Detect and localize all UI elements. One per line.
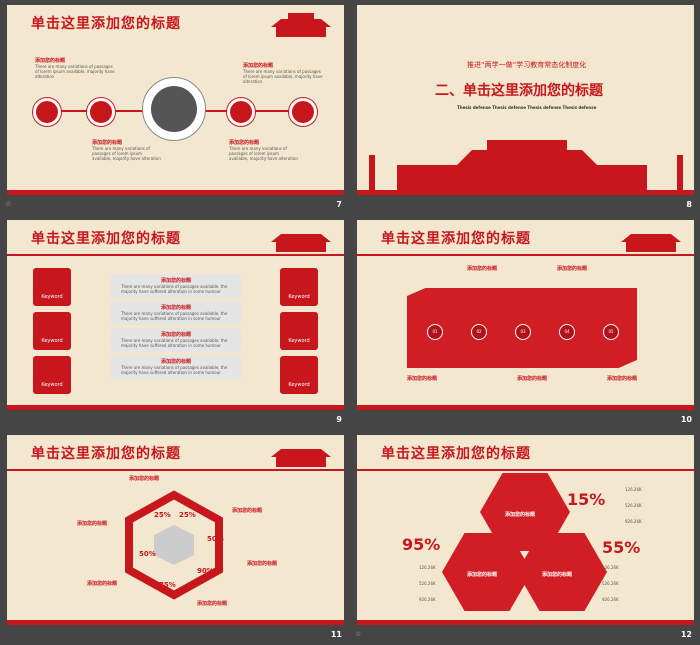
star-icon[interactable]: ☆ (5, 200, 12, 208)
stat: 926.26K (602, 597, 619, 602)
tiananmen-icon (271, 13, 331, 37)
text-box: 添加您的标题 There are many variations of passa… (111, 328, 241, 352)
stat: 126.26K (625, 487, 642, 492)
tiananmen-illustration (369, 140, 683, 195)
footer-bar (7, 405, 344, 410)
heading: 添加您的标题 (243, 63, 274, 69)
slide-title: 单击这里添加您的标题 (381, 231, 531, 247)
heading: 添加您的标题 (87, 581, 118, 587)
tiananmen-icon (271, 234, 331, 252)
heading: 添加您的标题 (129, 476, 160, 482)
big-percent: 15% (567, 490, 606, 509)
heading: 添加您的标题 (607, 376, 638, 382)
stat: 926.26K (419, 597, 436, 602)
tiananmen-icon (271, 449, 331, 467)
footer-bar (357, 190, 694, 195)
percent: 50% (207, 535, 224, 543)
subtitle: 推进“两学一做”学习教育常态化制度化 (467, 61, 587, 69)
body-text: There are many variations of passages of… (229, 146, 298, 161)
heading: 添加您的标题 (467, 266, 498, 272)
slide-number: 7 (336, 200, 342, 209)
heading: 添加您的标题 (77, 521, 108, 527)
heading: 添加您的标题 (35, 58, 66, 64)
percent: 90% (197, 567, 214, 575)
text-box: 添加您的标题 There are many variations of passa… (111, 301, 241, 325)
keyword-box: Keyword (280, 312, 318, 350)
stat: 526.26K (602, 581, 619, 586)
hexagon-cycle (125, 490, 223, 600)
heading: 添加您的标题 (557, 266, 588, 272)
percent: 25% (154, 511, 171, 519)
slide-number: 10 (680, 415, 692, 424)
chart-icon (289, 98, 317, 126)
big-percent: 55% (602, 538, 641, 557)
slide-title: 单击这里添加您的标题 (31, 16, 181, 32)
stat: 126.26K (602, 565, 619, 570)
keyword-box: Keyword (280, 356, 318, 394)
heading: 添加您的标题 (407, 376, 438, 382)
slide-thumbnail-11[interactable]: 单击这里添加您的标题 25% 25% 50% 90% 75% 50% 添加您的标… (0, 430, 350, 645)
percent: 25% (179, 511, 196, 519)
heading: 添加您的标题 (232, 508, 263, 514)
stat: 526.26K (625, 503, 642, 508)
slide-number: 8 (686, 200, 692, 209)
footer-bar (7, 620, 344, 625)
keyword-box: Keyword (280, 268, 318, 306)
server-icon (227, 98, 255, 126)
footer-bar (357, 620, 694, 625)
title-line (357, 254, 694, 256)
body-text: There are many variations of passages of… (35, 64, 115, 79)
body-text: Thesis defense Thesis defense Thesis def… (457, 105, 597, 110)
slide-title: 二、单击这里添加您的标题 (435, 83, 603, 99)
text-box: 添加您的标题 There are many variations of passa… (111, 355, 241, 379)
keyword-box: Keyword (33, 356, 71, 394)
slide-number: 12 (680, 630, 692, 639)
user-icon (33, 98, 61, 126)
title-line (357, 469, 694, 471)
stat: 526.26K (419, 581, 436, 586)
database-icon (87, 98, 115, 126)
footer-bar (357, 405, 694, 410)
percent: 75% (159, 581, 176, 589)
heading: 添加您的标题 (517, 376, 548, 382)
heading: 添加您的标题 (247, 561, 278, 567)
star-icon[interactable]: ☆ (355, 630, 362, 638)
slide-title: 单击这里添加您的标题 (31, 231, 181, 247)
heading: 添加您的标题 (229, 140, 260, 146)
slide-number: 9 (336, 415, 342, 424)
title-line (7, 254, 344, 256)
heading: 添加您的标题 (197, 601, 228, 607)
stat: 926.26K (625, 519, 642, 524)
twitter-hexagon: 添加您的标题 (517, 533, 607, 611)
percent: 50% (139, 550, 156, 558)
slide-thumbnail-12[interactable]: 单击这里添加您的标题 添加您的标题 添加您的标题 添加您的标题 15% 95% … (350, 430, 700, 645)
slide-title: 单击这里添加您的标题 (31, 446, 181, 462)
slide-thumbnail-8[interactable]: 推进“两学一做”学习教育常态化制度化 二、单击这里添加您的标题 Thesis d… (350, 0, 700, 215)
slide-thumbnail-9[interactable]: 单击这里添加您的标题 Keyword Keyword Keyword Keywo… (0, 215, 350, 430)
keyword-box: Keyword (33, 268, 71, 306)
big-percent: 95% (402, 535, 441, 554)
text-box: 添加您的标题 There are many variations of passa… (111, 274, 241, 298)
footer-bar (7, 190, 344, 195)
step-markers: 01 02 03 04 05 (427, 324, 619, 340)
body-text: There are many variations of passages of… (243, 69, 323, 84)
stat: 126.26K (419, 565, 436, 570)
title-line (7, 469, 344, 471)
globe-icon (142, 77, 206, 141)
heading: 添加您的标题 (92, 140, 123, 146)
slide-thumbnail-7[interactable]: 单击这里添加您的标题 添加您的标题 There are many variati… (0, 0, 350, 215)
body-text: There are many variations of passages of… (92, 146, 161, 161)
tiananmen-icon (621, 234, 681, 252)
slide-thumbnail-10[interactable]: 单击这里添加您的标题 01 02 03 04 05 添加您的标题 添加您的标题 … (350, 215, 700, 430)
keyword-box: Keyword (33, 312, 71, 350)
slide-number: 11 (330, 630, 342, 639)
slide-title: 单击这里添加您的标题 (381, 446, 531, 462)
